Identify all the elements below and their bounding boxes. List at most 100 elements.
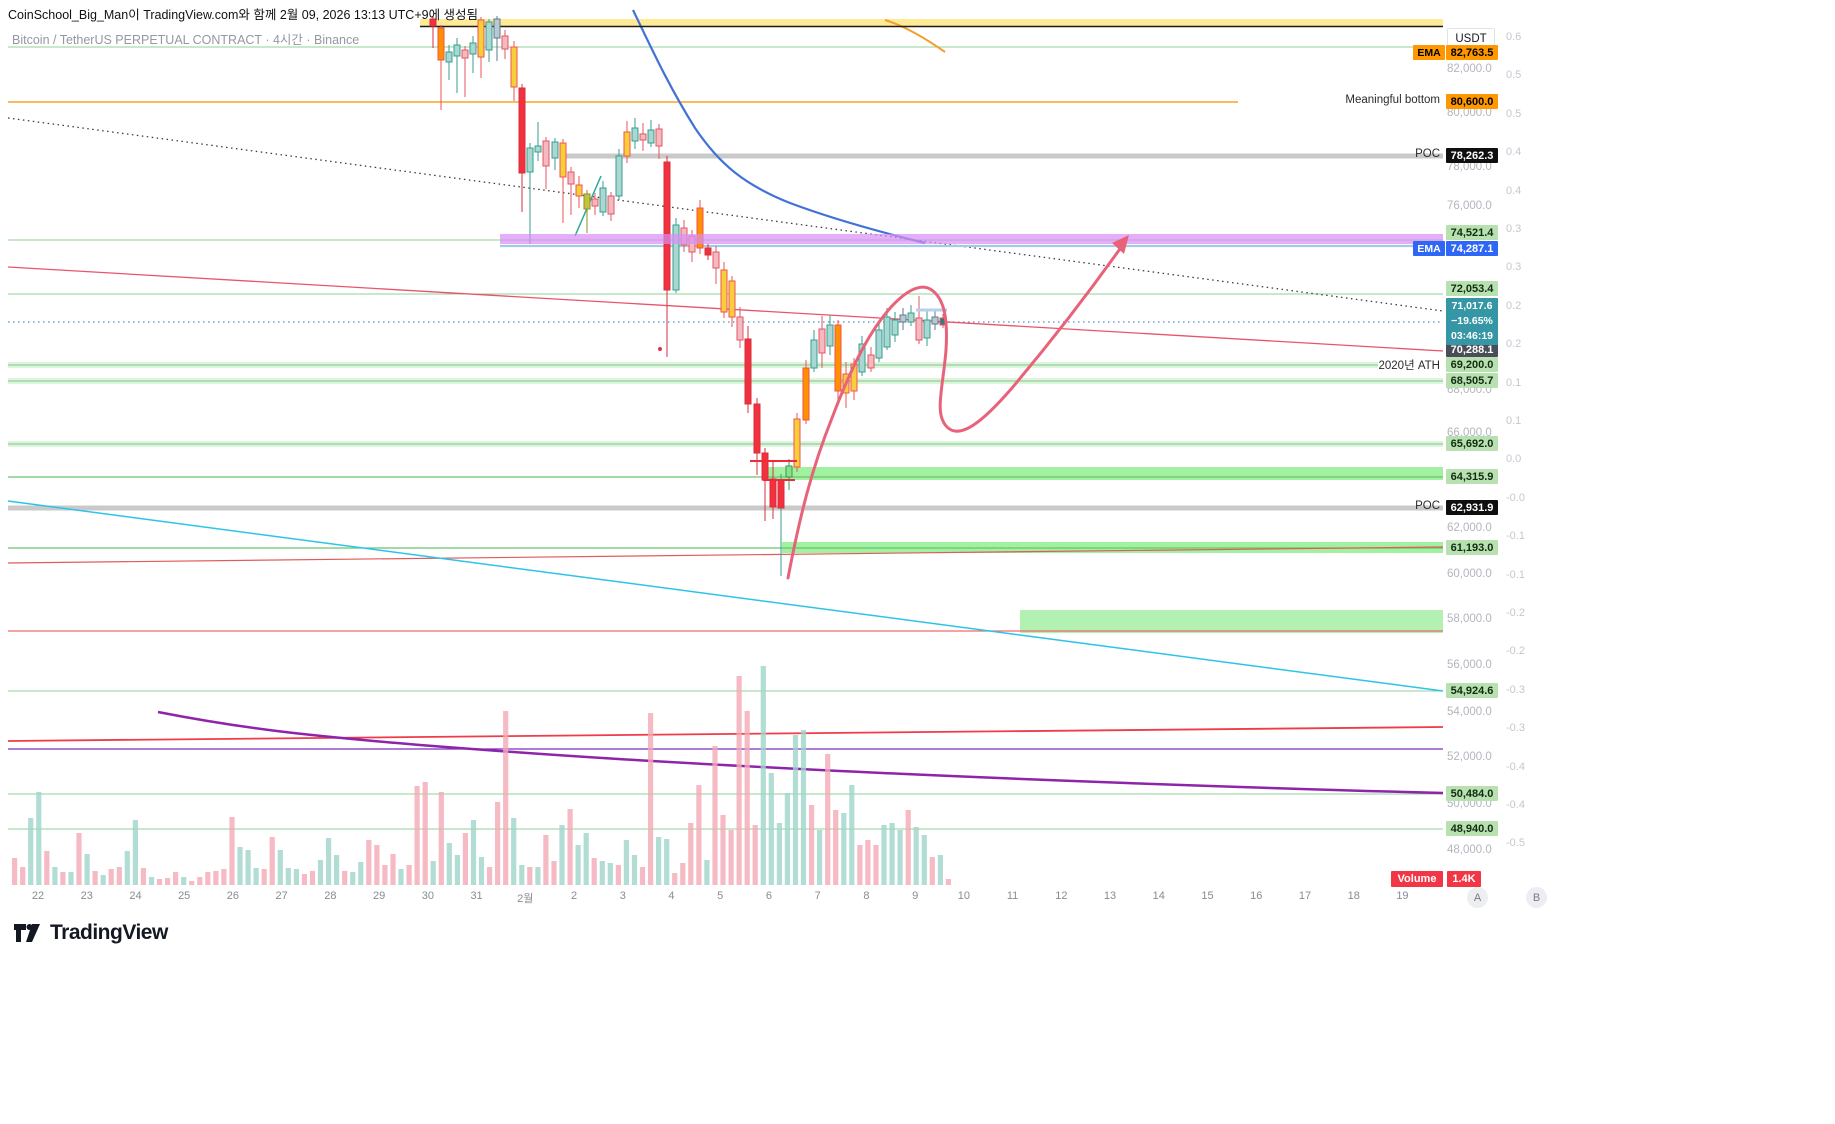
candlestick	[615, 155, 623, 197]
volume-bar	[511, 818, 517, 885]
price-level-label: 48,940.0	[1446, 821, 1498, 836]
candlestick	[834, 324, 842, 392]
volume-bar	[12, 858, 18, 885]
candlestick	[518, 87, 526, 174]
volume-bar	[36, 792, 42, 885]
volume-bar	[68, 872, 74, 885]
candlestick	[883, 316, 891, 348]
currency-selector[interactable]: USDT	[1447, 28, 1495, 49]
volume-bar	[430, 861, 436, 885]
level-note: POC	[1415, 148, 1440, 160]
candlestick	[461, 49, 469, 59]
tradingview-logo-text: TradingView	[50, 921, 168, 944]
candlestick	[891, 319, 899, 336]
price-axis-label: 62,000.0	[1447, 522, 1492, 534]
date-axis-label: 27	[275, 890, 288, 902]
ema-tag: EMA	[1413, 241, 1445, 256]
price-axis-label: 50,000.0	[1447, 798, 1492, 810]
volume-bar	[205, 872, 211, 885]
price-level-label: 74,287.1	[1446, 241, 1498, 256]
volume-bar	[165, 878, 171, 885]
candlestick	[429, 18, 437, 27]
date-axis-label: 4	[668, 890, 675, 902]
candlestick	[493, 18, 501, 39]
volume-bar	[905, 810, 911, 885]
volume-bar	[454, 855, 460, 885]
drawn-arrow-head	[1112, 235, 1129, 254]
volume-bar	[833, 810, 839, 885]
drawn-arrow	[786, 244, 1124, 580]
candlestick	[599, 187, 607, 213]
volume-bar	[728, 830, 734, 885]
date-axis-label: 24	[129, 890, 142, 902]
candlestick	[769, 478, 777, 508]
date-axis-label: 14	[1152, 890, 1165, 902]
secondary-axis-label: 0.0	[1506, 453, 1522, 465]
tradingview-logo-icon	[14, 924, 40, 942]
volume-bar	[865, 840, 871, 885]
attribution-header: CoinSchool_Big_Man이 TradingView.com와 함께 …	[8, 8, 479, 22]
candlestick	[437, 27, 445, 61]
volume-bar	[173, 872, 179, 885]
candlestick	[639, 133, 647, 141]
volume-bar	[631, 855, 638, 885]
volume-bar	[446, 843, 452, 885]
volume-bar	[664, 839, 670, 885]
volume-bar	[326, 838, 332, 885]
date-axis-label: 6	[765, 890, 772, 902]
secondary-axis-label: 0.5	[1506, 69, 1522, 81]
volume-bar	[60, 872, 66, 885]
volume-bar	[720, 815, 726, 885]
candlestick	[761, 452, 769, 481]
price-level-label: 61,193.0	[1446, 540, 1498, 555]
volume-bar	[607, 863, 613, 885]
price-level-label: 80,600.0	[1446, 94, 1498, 109]
volume-bar	[889, 823, 895, 885]
secondary-axis-label: 0.2	[1506, 300, 1522, 312]
secondary-axis-label: 0.6	[1506, 31, 1522, 43]
volume-indicator-tag: Volume	[1391, 871, 1443, 887]
price-axis-label: 52,000.0	[1447, 751, 1492, 763]
candlestick	[777, 479, 785, 509]
volume-bar	[623, 840, 629, 885]
volume-bar	[583, 833, 589, 885]
volume-bar	[752, 825, 758, 885]
volume-bar	[768, 773, 774, 885]
volume-bar	[229, 817, 235, 885]
volume-bar	[197, 877, 203, 885]
secondary-axis-label: -0.2	[1506, 607, 1525, 619]
date-axis-label: 12	[1055, 890, 1068, 902]
volume-bar	[422, 782, 428, 885]
volume-bar	[639, 867, 646, 885]
candlestick	[785, 465, 793, 478]
secondary-axis-label: 0.4	[1506, 185, 1522, 197]
date-axis-label: 17	[1298, 890, 1312, 902]
volume-bar	[543, 835, 549, 885]
candlestick	[663, 161, 671, 291]
secondary-axis-label: -0.4	[1506, 761, 1525, 773]
volume-bar	[301, 874, 307, 885]
volume-bar	[253, 868, 259, 885]
date-axis-label: 19	[1396, 890, 1409, 902]
volume-bar	[92, 871, 98, 885]
volume-bar	[390, 854, 396, 885]
candlestick	[591, 198, 599, 207]
volume-bar	[478, 857, 485, 885]
current-price-row: 03:46:19	[1450, 330, 1494, 342]
secondary-axis-label: 0.3	[1506, 261, 1522, 273]
volume-bar	[213, 871, 219, 885]
volume-bar	[108, 869, 114, 885]
band-yellow-top	[420, 19, 1443, 26]
candlestick	[510, 46, 518, 88]
volume-bar	[551, 861, 557, 885]
volume-bar	[897, 830, 903, 885]
secondary-axis-label: 0.4	[1506, 146, 1522, 158]
symbol-title[interactable]: Bitcoin / TetherUS PERPETUAL CONTRACT · …	[12, 33, 360, 47]
axis-button-a[interactable]: A	[1467, 887, 1488, 908]
axis-button-b[interactable]: B	[1526, 887, 1547, 908]
date-axis-label: 3	[619, 890, 626, 902]
volume-bar	[913, 827, 919, 885]
date-axis-label: 15	[1201, 890, 1214, 902]
secondary-axis-label: -0.5	[1506, 837, 1525, 849]
